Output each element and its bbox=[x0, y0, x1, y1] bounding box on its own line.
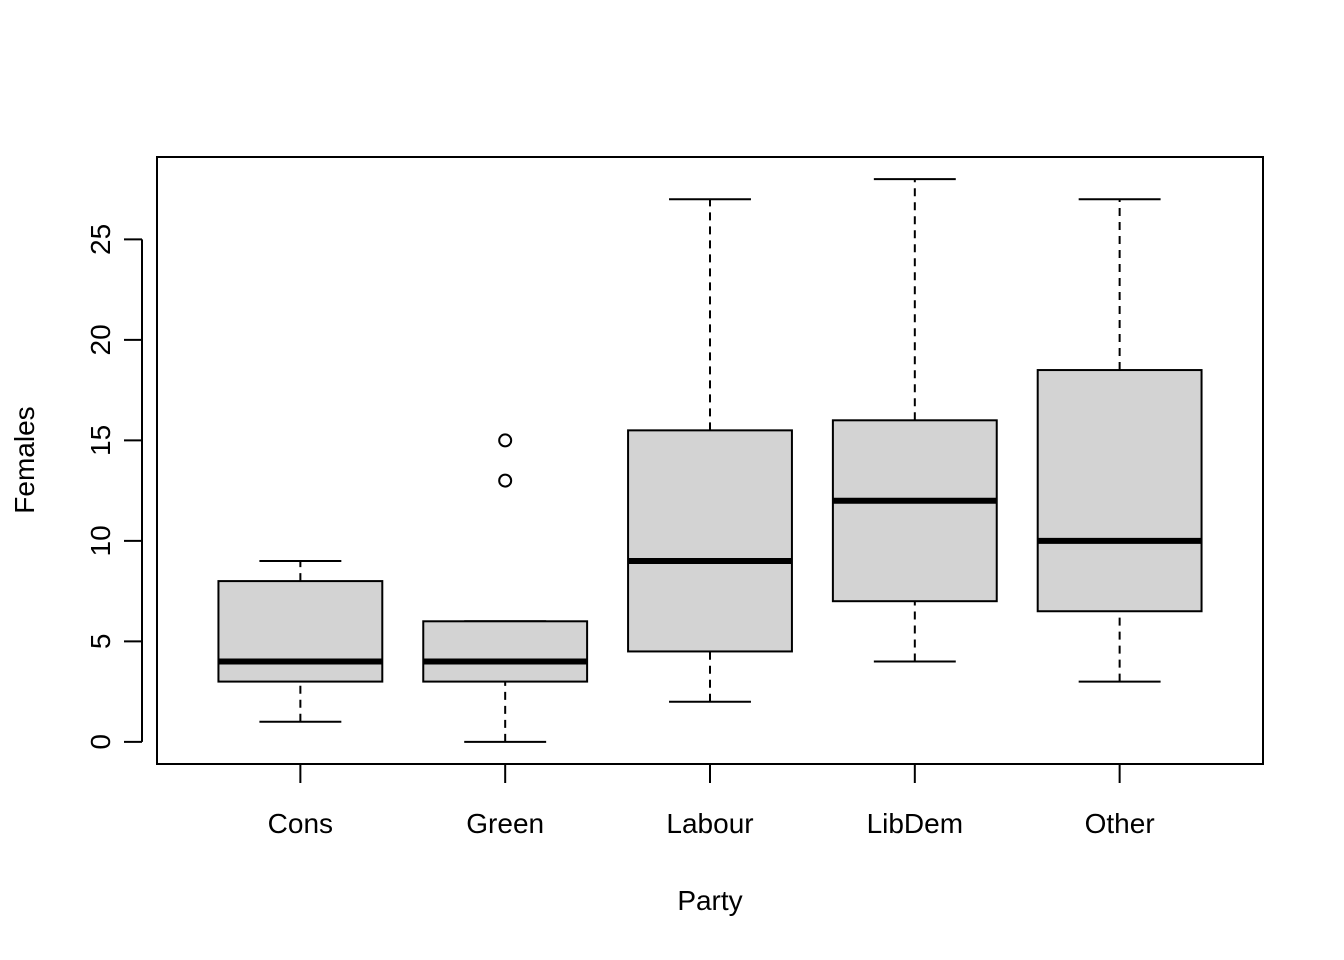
outlier-point bbox=[498, 473, 513, 488]
x-axis: Cons Green Labour LibDem Other bbox=[268, 763, 1155, 839]
x-axis-title: Party bbox=[677, 885, 742, 916]
box-libdem bbox=[831, 178, 998, 663]
outlier-point bbox=[498, 433, 513, 448]
x-tick-label: Cons bbox=[268, 808, 333, 839]
y-tick-label: 25 bbox=[85, 224, 116, 255]
box-labour bbox=[627, 198, 793, 703]
box-other bbox=[1036, 198, 1203, 683]
x-tick-label: LibDem bbox=[867, 808, 963, 839]
iqr-box bbox=[627, 429, 793, 653]
y-tick-label: 10 bbox=[85, 525, 116, 556]
x-tick-label: Other bbox=[1085, 808, 1155, 839]
y-tick-label: 0 bbox=[85, 734, 116, 750]
iqr-box bbox=[217, 580, 384, 683]
iqr-box bbox=[831, 419, 998, 603]
boxes bbox=[217, 178, 1203, 743]
x-tick-label: Labour bbox=[666, 808, 753, 839]
y-tick-label: 15 bbox=[85, 425, 116, 456]
y-axis-title: Females bbox=[9, 406, 40, 513]
box-green bbox=[422, 433, 589, 743]
iqr-box bbox=[1036, 369, 1203, 613]
y-tick-label: 5 bbox=[85, 634, 116, 650]
y-tick-label: 20 bbox=[85, 324, 116, 355]
box-cons bbox=[217, 559, 384, 723]
x-tick-label: Green bbox=[466, 808, 544, 839]
y-axis: 0 5 10 15 20 25 bbox=[85, 224, 143, 750]
iqr-box bbox=[422, 620, 589, 683]
